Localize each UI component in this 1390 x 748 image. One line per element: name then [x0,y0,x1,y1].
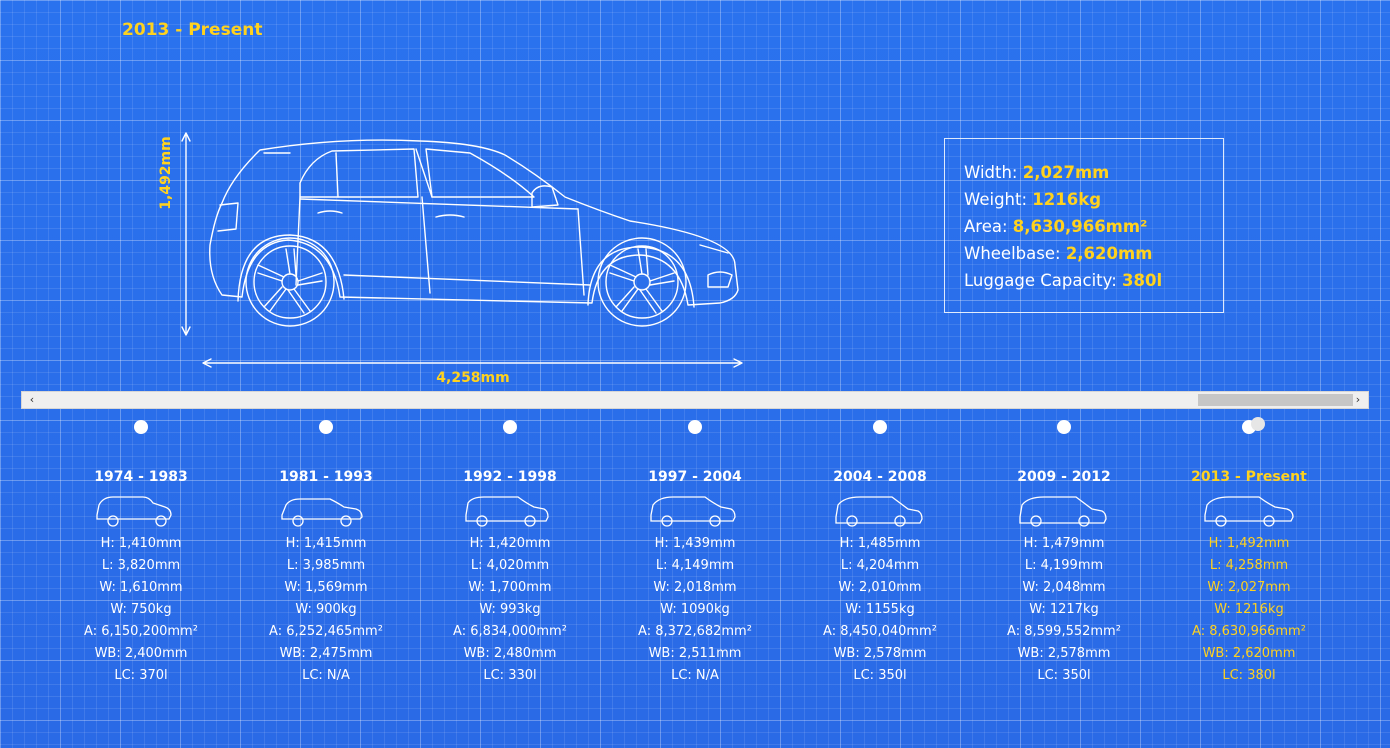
era-item[interactable]: 2004 - 2008 H: 1,485mm L: 4,204mm W: 2,010m… [800,420,960,687]
era-stat-h: H: 1,439mm [654,536,736,551]
era-timeline-dot[interactable] [1057,420,1071,434]
era-stat-lc: LC: 330l [483,668,537,683]
era-timeline-dot[interactable] [319,420,333,434]
era-stat-wb: WB: 2,578mm [1017,646,1111,661]
era-stat-wt: W: 750kg [110,602,172,617]
specs-panel: Width: 2,027mm Weight: 1216kg Area: 8,63… [944,138,1224,313]
era-stat-lc: LC: 380l [1222,668,1276,683]
era-stat-w: W: 2,010mm [838,580,922,595]
era-car-silhouette-icon [650,496,736,527]
timeline-scrollbar[interactable]: ‹ › [21,391,1369,409]
scroll-right-arrow-icon[interactable]: › [1355,393,1361,406]
era-stat-lc: LC: N/A [302,668,350,683]
era-stat-lc: LC: 350l [853,668,907,683]
era-item[interactable]: 1997 - 2004 H: 1,439mm L: 4,149mm W: 2,018m… [615,420,775,687]
spec-wheelbase: Wheelbase: 2,620mm [964,244,1153,263]
era-stat-wb: WB: 2,475mm [279,646,373,661]
era-stat-wb: WB: 2,620mm [1202,646,1296,661]
era-stat-a: A: 8,630,966mm² [1192,624,1306,639]
era-item[interactable]: 2009 - 2012 H: 1,479mm L: 4,199mm W: 2,048m… [984,420,1144,687]
era-stat-wt: W: 993kg [479,602,541,617]
era-timeline-dot[interactable] [688,420,702,434]
era-stat-lc: LC: 350l [1037,668,1091,683]
spec-width: Width: 2,027mm [964,163,1110,182]
era-stat-l: L: 4,258mm [1209,558,1289,573]
era-stat-h: H: 1,492mm [1208,536,1290,551]
era-timeline-dot[interactable] [503,420,517,434]
era-stat-l: L: 3,985mm [286,558,366,573]
era-stat-wb: WB: 2,400mm [94,646,188,661]
era-stat-a: A: 8,450,040mm² [823,624,937,639]
era-car-silhouette-icon [835,496,923,527]
era-stat-a: A: 8,599,552mm² [1007,624,1121,639]
height-dimension-label: 1,492mm [158,136,174,210]
era-timeline-dot[interactable] [134,420,148,434]
spec-luggage-capacity: Luggage Capacity: 380l [964,271,1163,290]
selected-era-title: 2013 - Present [122,20,263,40]
era-stat-lc: LC: N/A [671,668,719,683]
era-stat-l: L: 4,020mm [470,558,550,573]
era-years-label[interactable]: 2009 - 2012 [1017,469,1111,485]
era-stat-h: H: 1,415mm [285,536,367,551]
era-years-label[interactable]: 2004 - 2008 [833,469,927,485]
era-stat-wb: WB: 2,480mm [463,646,557,661]
scrollbar-thumb[interactable] [1198,394,1353,406]
era-timeline-dot[interactable] [873,420,887,434]
era-car-silhouette-icon [281,498,363,527]
spec-area: Area: 8,630,966mm² [964,217,1148,236]
era-stat-wb: WB: 2,511mm [648,646,742,661]
era-stat-h: H: 1,485mm [839,536,921,551]
era-stat-wt: W: 1090kg [660,602,730,617]
era-car-silhouette-icon [1019,496,1107,527]
era-stat-wt: W: 1217kg [1029,602,1099,617]
era-stat-l: L: 3,820mm [101,558,181,573]
era-years-label[interactable]: 1974 - 1983 [94,469,188,485]
era-years-label[interactable]: 1997 - 2004 [648,469,742,485]
length-dimension-label: 4,258mm [436,370,510,386]
era-stat-w: W: 2,048mm [1022,580,1106,595]
era-stat-w: W: 1,569mm [284,580,368,595]
era-stat-wt: W: 1155kg [845,602,915,617]
era-stat-a: A: 8,372,682mm² [638,624,752,639]
era-stat-h: H: 1,410mm [100,536,182,551]
era-stat-l: L: 4,199mm [1024,558,1104,573]
era-item[interactable]: 1992 - 1998 H: 1,420mm L: 4,020mm W: 1,700m… [430,420,590,687]
era-item[interactable]: 2013 - Present H: 1,492mm L: 4,258mm W: 2,0… [1169,417,1329,687]
era-car-silhouette-icon [465,496,549,527]
era-stat-w: W: 1,610mm [99,580,183,595]
era-item[interactable]: 1981 - 1993 H: 1,415mm L: 3,985mm W: 1,569m… [246,420,406,687]
era-stat-wb: WB: 2,578mm [833,646,927,661]
era-car-silhouette-icon [96,496,172,527]
era-stat-a: A: 6,252,465mm² [269,624,383,639]
era-stat-wt: W: 1216kg [1214,602,1284,617]
era-stat-a: A: 6,834,000mm² [453,624,567,639]
era-years-label[interactable]: 2013 - Present [1191,469,1307,485]
era-stat-lc: LC: 370l [114,668,168,683]
era-stat-w: W: 1,700mm [468,580,552,595]
era-stat-wt: W: 900kg [295,602,357,617]
era-stat-w: W: 2,018mm [653,580,737,595]
car-blueprint-drawing [181,132,743,368]
spec-weight: Weight: 1216kg [964,190,1102,209]
era-years-label[interactable]: 1992 - 1998 [463,469,557,485]
era-years-label[interactable]: 1981 - 1993 [279,469,373,485]
era-item[interactable]: 1974 - 1983 H: 1,410mm L: 3,820mm W: 1,610m… [61,420,221,687]
era-timeline-dot[interactable] [1242,417,1265,434]
scroll-left-arrow-icon[interactable]: ‹ [29,393,35,406]
era-stat-l: L: 4,204mm [840,558,920,573]
era-stat-h: H: 1,479mm [1023,536,1105,551]
era-car-silhouette-icon [1204,496,1294,527]
era-stat-l: L: 4,149mm [655,558,735,573]
era-stat-w: W: 2,027mm [1207,580,1291,595]
era-stat-a: A: 6,150,200mm² [84,624,198,639]
era-stat-h: H: 1,420mm [469,536,551,551]
